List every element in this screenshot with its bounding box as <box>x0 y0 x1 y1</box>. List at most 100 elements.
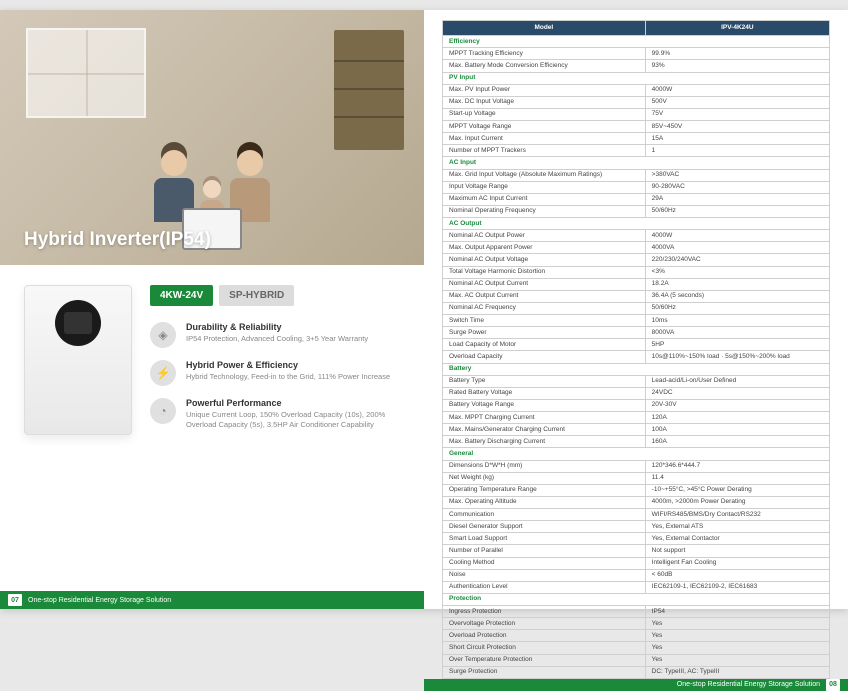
spec-label: Over Temperature Protection <box>443 654 646 666</box>
spec-label: Max. Input Current <box>443 133 646 145</box>
spec-value: 4000W <box>645 84 829 96</box>
spec-section-title: General <box>443 448 830 460</box>
power-icon: ⚡ <box>150 360 176 386</box>
spec-value: 99.9% <box>645 48 829 60</box>
spec-label: Max. PV Input Power <box>443 84 646 96</box>
window-graphic <box>26 28 146 118</box>
feature-title: Powerful Performance <box>186 398 400 408</box>
spec-row: Nominal Operating Frequency50/60Hz <box>443 205 830 217</box>
spec-row: Total Voltage Harmonic Distortion<3% <box>443 266 830 278</box>
spec-label: Nominal AC Frequency <box>443 302 646 314</box>
spec-label: Net Weight (kg) <box>443 472 646 484</box>
spec-label: Max. Operating Altitude <box>443 496 646 508</box>
spec-section-header: PV Input <box>443 72 830 84</box>
spec-row: Max. PV Input Power4000W <box>443 84 830 96</box>
spec-section-title: Efficiency <box>443 36 830 48</box>
spec-value: Yes <box>645 642 829 654</box>
spec-row: Battery TypeLead-acid/Li-on/User Defined <box>443 375 830 387</box>
spec-row: Max. Operating Altitude4000m, >2000m Pow… <box>443 496 830 508</box>
spec-value: 120*346.6*444.7 <box>645 460 829 472</box>
spec-label: Authentication Level <box>443 581 646 593</box>
spec-section-title: AC Input <box>443 157 830 169</box>
feature-desc: Hybrid Technology, Feed-in to the Grid, … <box>186 372 390 382</box>
badge-row: 4KW-24V SP-HYBRID <box>150 285 400 306</box>
spec-value: DC: TypeIII, AC: TypeIII <box>645 666 829 678</box>
spec-row: Authentication LevelIEC62109-1, IEC62109… <box>443 581 830 593</box>
spec-label: Surge Protection <box>443 666 646 678</box>
spec-value: IP54 <box>645 606 829 618</box>
spec-label: Input Voltage Range <box>443 181 646 193</box>
spec-row: Number of ParallelNot support <box>443 545 830 557</box>
spec-row: Max. Mains/Generator Charging Current100… <box>443 424 830 436</box>
spec-value: 50/60Hz <box>645 205 829 217</box>
shelf-graphic <box>334 30 404 150</box>
spec-value: 4000VA <box>645 242 829 254</box>
feature-title: Durability & Reliability <box>186 322 368 332</box>
spec-row: Net Weight (kg)11.4 <box>443 472 830 484</box>
spec-label: Overvoltage Protection <box>443 618 646 630</box>
spec-value: 500V <box>645 96 829 108</box>
spec-value: IEC62109-1, IEC62109-2, IEC61683 <box>645 581 829 593</box>
feature-row: ◈ Durability & ReliabilityIP54 Protection… <box>150 322 400 348</box>
spec-row: Noise< 60dB <box>443 569 830 581</box>
spec-label: Dimensions D*W*H (mm) <box>443 460 646 472</box>
spec-section-title: Protection <box>443 593 830 605</box>
spec-row: Surge Power8000VA <box>443 327 830 339</box>
spec-row: Max. AC Output Current36.4A (5 seconds) <box>443 290 830 302</box>
spec-value: WIFI/RS485/BMS/Dry Contact/RS232 <box>645 509 829 521</box>
spec-row: Battery Voltage Range20V-30V <box>443 399 830 411</box>
spec-row: MPPT Voltage Range85V~450V <box>443 121 830 133</box>
spec-value: 4000m, >2000m Power Derating <box>645 496 829 508</box>
shield-icon: ◈ <box>150 322 176 348</box>
feature-title: Hybrid Power & Efficiency <box>186 360 390 370</box>
spec-label: Surge Power <box>443 327 646 339</box>
spec-label: Overload Protection <box>443 630 646 642</box>
spec-row: Load Capacity of Motor5HP <box>443 339 830 351</box>
spec-label: Max. MPPT Charging Current <box>443 412 646 424</box>
spec-row: Start-up Voltage75V <box>443 108 830 120</box>
spec-value: 4000W <box>645 230 829 242</box>
spec-label: Load Capacity of Motor <box>443 339 646 351</box>
spec-label: Switch Time <box>443 315 646 327</box>
spec-label: Operating Temperature Range <box>443 484 646 496</box>
spec-section-title: Battery <box>443 363 830 375</box>
spec-value: 18.2A <box>645 278 829 290</box>
spec-label: Start-up Voltage <box>443 108 646 120</box>
footer-text-right: One-stop Residential Energy Storage Solu… <box>677 681 820 688</box>
footer-right: One-stop Residential Energy Storage Solu… <box>424 679 848 691</box>
spec-row: Max. DC Input Voltage500V <box>443 96 830 108</box>
spec-label: Short Circuit Protection <box>443 642 646 654</box>
spec-value: < 60dB <box>645 569 829 581</box>
spec-value: 1 <box>645 145 829 157</box>
spec-label: Nominal AC Output Current <box>443 278 646 290</box>
spec-label: Nominal AC Output Voltage <box>443 254 646 266</box>
spec-section-header: Battery <box>443 363 830 375</box>
product-info: 4KW-24V SP-HYBRID ◈ Durability & Reliabil… <box>150 285 400 442</box>
product-image <box>24 285 132 435</box>
spec-header-value: IPV-4K24U <box>645 21 829 36</box>
spec-row: Nominal AC Output Voltage220/230/240VAC <box>443 254 830 266</box>
spec-label: Overload Capacity <box>443 351 646 363</box>
hero-image: Hybrid Inverter(IP54) <box>0 10 424 265</box>
spec-label: MPPT Tracking Efficiency <box>443 48 646 60</box>
series-badge: SP-HYBRID <box>219 285 294 306</box>
spec-header-model: Model <box>443 21 646 36</box>
spec-row: Number of MPPT Trackers1 <box>443 145 830 157</box>
spec-row: Surge ProtectionDC: TypeIII, AC: TypeIII <box>443 666 830 678</box>
model-badge: 4KW-24V <box>150 285 213 306</box>
feature-text: Hybrid Power & Efficiency Hybrid Technolo… <box>186 360 390 386</box>
feature-text: Durability & ReliabilityIP54 Protection,… <box>186 322 368 348</box>
spec-value: 10ms <box>645 315 829 327</box>
spec-label: Max. Battery Mode Conversion Efficiency <box>443 60 646 72</box>
spec-row: CommunicationWIFI/RS485/BMS/Dry Contact/… <box>443 509 830 521</box>
spec-row: Rated Battery Voltage24VDC <box>443 387 830 399</box>
footer-left: 07 One-stop Residential Energy Storage S… <box>0 591 424 609</box>
spec-table-wrap: Model IPV-4K24U EfficiencyMPPT Tracking … <box>424 10 848 679</box>
spec-table: Model IPV-4K24U EfficiencyMPPT Tracking … <box>442 20 830 679</box>
spec-row: Max. Grid Input Voltage (Absolute Maximu… <box>443 169 830 181</box>
spec-row: Max. Battery Discharging Current160A <box>443 436 830 448</box>
spec-value: 8000VA <box>645 327 829 339</box>
spec-row: Max. Output Apparent Power4000VA <box>443 242 830 254</box>
spec-label: Noise <box>443 569 646 581</box>
spec-value: Intelligent Fan Cooling <box>645 557 829 569</box>
